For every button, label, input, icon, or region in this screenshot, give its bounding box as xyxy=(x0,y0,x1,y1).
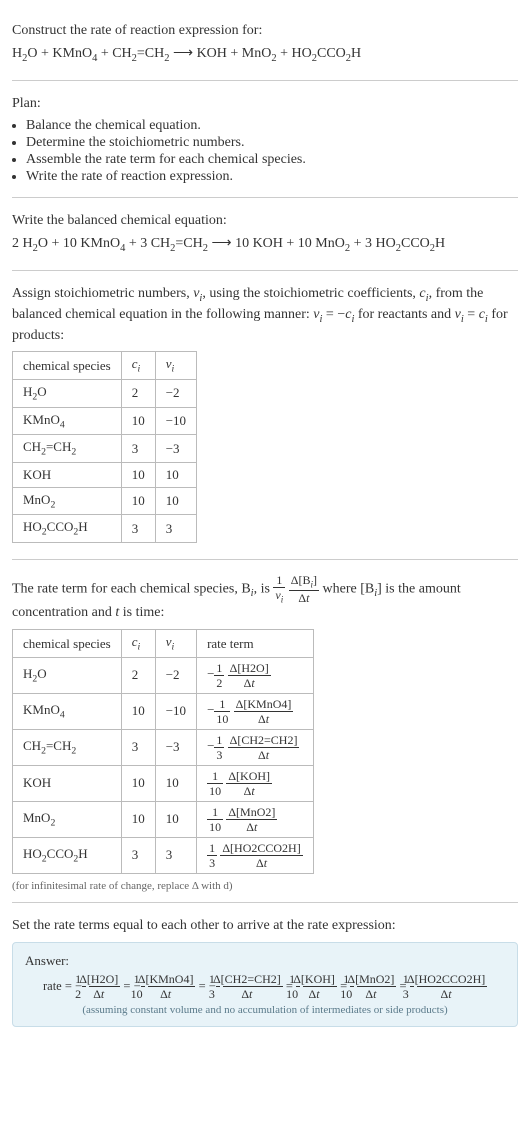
intro-equation: H2O + KMnO4 + CH2=CH2 ⟶ KOH + MnO2 + HO2… xyxy=(12,45,518,66)
divider xyxy=(12,80,518,81)
rate-cell: −12 Δ[H2O]Δt xyxy=(197,657,314,693)
v-cell: −2 xyxy=(155,657,196,693)
c-cell: 2 xyxy=(121,380,155,408)
species-cell: H2O xyxy=(13,380,122,408)
v-cell: −10 xyxy=(155,407,196,435)
table-row: KOH 10 10 110 Δ[KOH]Δt xyxy=(13,765,314,801)
final-section: Set the rate terms equal to each other t… xyxy=(12,907,518,1034)
c-cell: 2 xyxy=(121,657,155,693)
answer-label: Answer: xyxy=(25,953,505,969)
c-cell: 10 xyxy=(121,693,155,729)
species-cell: CH2=CH2 xyxy=(13,729,122,765)
table-row: HO2CCO2H 3 3 xyxy=(13,515,197,543)
species-cell: HO2CCO2H xyxy=(13,515,122,543)
table-row: HO2CCO2H 3 3 13 Δ[HO2CCO2H]Δt xyxy=(13,837,314,873)
table-header: ci xyxy=(121,352,155,380)
v-cell: 10 xyxy=(155,487,196,515)
table-row: MnO2 10 10 xyxy=(13,487,197,515)
divider xyxy=(12,270,518,271)
rate-cell: −13 Δ[CH2=CH2]Δt xyxy=(197,729,314,765)
divider xyxy=(12,559,518,560)
c-cell: 3 xyxy=(121,729,155,765)
plan-item: Assemble the rate term for each chemical… xyxy=(26,152,518,168)
table-header: rate term xyxy=(197,630,314,658)
species-cell: MnO2 xyxy=(13,487,122,515)
c-cell: 10 xyxy=(121,407,155,435)
rate-cell: 13 Δ[HO2CCO2H]Δt xyxy=(197,837,314,873)
intro-prompt: Construct the rate of reaction expressio… xyxy=(12,22,518,41)
table-header: chemical species xyxy=(13,630,122,658)
intro-section: Construct the rate of reaction expressio… xyxy=(12,12,518,76)
c-cell: 10 xyxy=(121,801,155,837)
c-cell: 10 xyxy=(121,487,155,515)
stoich-text: Assign stoichiometric numbers, νi, using… xyxy=(12,285,518,346)
rateterm-footnote: (for infinitesimal rate of change, repla… xyxy=(12,880,518,892)
rateterm-text: The rate term for each chemical species,… xyxy=(12,574,518,623)
c-cell: 10 xyxy=(121,462,155,487)
v-cell: −3 xyxy=(155,729,196,765)
v-cell: 3 xyxy=(155,515,196,543)
plan-heading: Plan: xyxy=(12,95,518,114)
v-cell: 3 xyxy=(155,837,196,873)
species-cell: KMnO4 xyxy=(13,407,122,435)
species-cell: KOH xyxy=(13,765,122,801)
species-cell: H2O xyxy=(13,657,122,693)
balanced-section: Write the balanced chemical equation: 2 … xyxy=(12,202,518,266)
rate-cell: 110 Δ[MnO2]Δt xyxy=(197,801,314,837)
plan-item: Write the rate of reaction expression. xyxy=(26,169,518,185)
species-cell: MnO2 xyxy=(13,801,122,837)
plan-section: Plan: Balance the chemical equation.Dete… xyxy=(12,85,518,193)
answer-rate: rate = −12 Δ[H2O]Δt = −110 Δ[KMnO4]Δt = … xyxy=(25,973,505,1001)
species-cell: KOH xyxy=(13,462,122,487)
final-heading: Set the rate terms equal to each other t… xyxy=(12,917,518,936)
divider xyxy=(12,197,518,198)
table-header: νi xyxy=(155,630,196,658)
table-row: KOH 10 10 xyxy=(13,462,197,487)
rateterm-section: The rate term for each chemical species,… xyxy=(12,564,518,898)
species-cell: CH2=CH2 xyxy=(13,435,122,463)
v-cell: −10 xyxy=(155,693,196,729)
table-header: νi xyxy=(155,352,196,380)
c-cell: 3 xyxy=(121,515,155,543)
stoich-section: Assign stoichiometric numbers, νi, using… xyxy=(12,275,518,555)
c-cell: 3 xyxy=(121,435,155,463)
balanced-heading: Write the balanced chemical equation: xyxy=(12,212,518,231)
table-row: CH2=CH2 3 −3 −13 Δ[CH2=CH2]Δt xyxy=(13,729,314,765)
c-cell: 3 xyxy=(121,837,155,873)
table-row: H2O 2 −2 xyxy=(13,380,197,408)
plan-list: Balance the chemical equation.Determine … xyxy=(12,118,518,185)
v-cell: 10 xyxy=(155,462,196,487)
v-cell: 10 xyxy=(155,765,196,801)
species-cell: KMnO4 xyxy=(13,693,122,729)
answer-box: Answer: rate = −12 Δ[H2O]Δt = −110 Δ[KMn… xyxy=(12,942,518,1028)
stoich-table: chemical speciesciνi H2O 2 −2KMnO4 10 −1… xyxy=(12,351,197,543)
rate-cell: −110 Δ[KMnO4]Δt xyxy=(197,693,314,729)
plan-item: Determine the stoichiometric numbers. xyxy=(26,135,518,151)
table-row: KMnO4 10 −10 −110 Δ[KMnO4]Δt xyxy=(13,693,314,729)
v-cell: −3 xyxy=(155,435,196,463)
table-header: chemical species xyxy=(13,352,122,380)
table-row: H2O 2 −2 −12 Δ[H2O]Δt xyxy=(13,657,314,693)
balanced-equation: 2 H2O + 10 KMnO4 + 3 CH2=CH2 ⟶ 10 KOH + … xyxy=(12,235,518,256)
table-row: MnO2 10 10 110 Δ[MnO2]Δt xyxy=(13,801,314,837)
answer-note: (assuming constant volume and no accumul… xyxy=(25,1004,505,1016)
species-cell: HO2CCO2H xyxy=(13,837,122,873)
plan-item: Balance the chemical equation. xyxy=(26,118,518,134)
v-cell: −2 xyxy=(155,380,196,408)
rateterm-table: chemical speciesciνirate term H2O 2 −2 −… xyxy=(12,629,314,874)
table-row: KMnO4 10 −10 xyxy=(13,407,197,435)
c-cell: 10 xyxy=(121,765,155,801)
divider xyxy=(12,902,518,903)
rate-cell: 110 Δ[KOH]Δt xyxy=(197,765,314,801)
table-header: ci xyxy=(121,630,155,658)
table-row: CH2=CH2 3 −3 xyxy=(13,435,197,463)
v-cell: 10 xyxy=(155,801,196,837)
